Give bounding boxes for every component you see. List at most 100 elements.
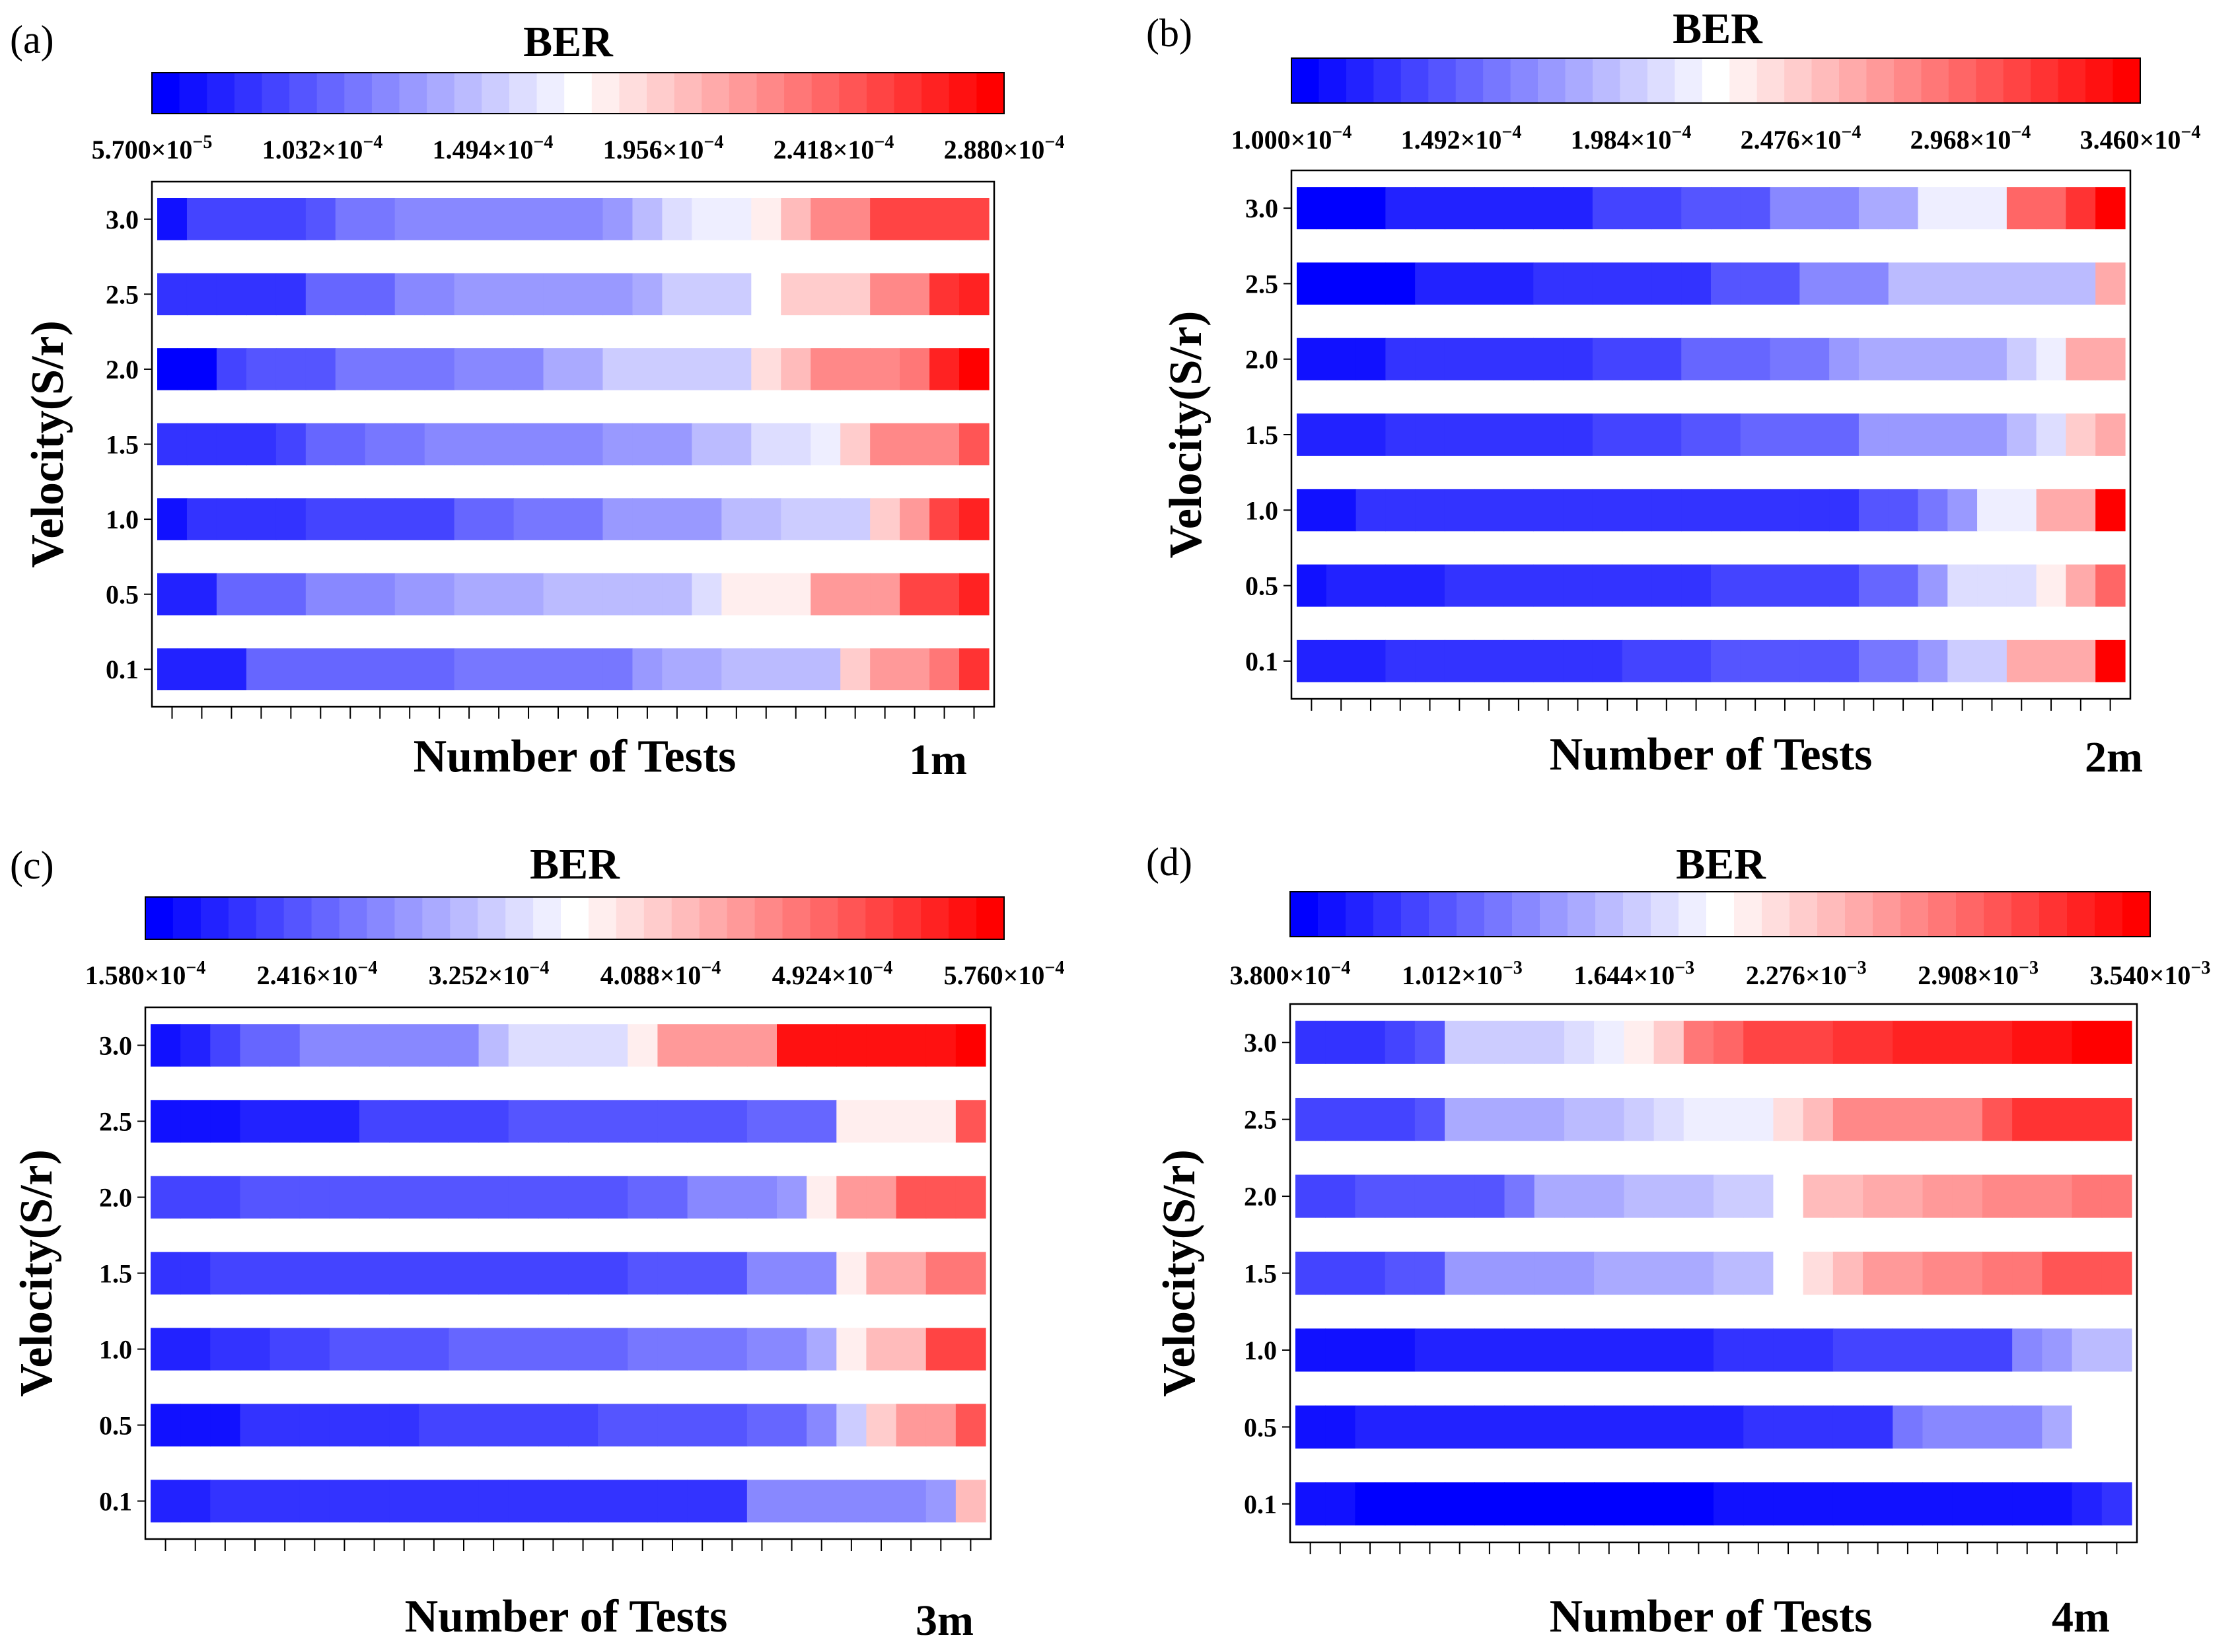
heatmap-cell: [1922, 1328, 1953, 1372]
heatmap-cell: [1624, 1482, 1655, 1526]
heatmap-cell: [180, 1252, 211, 1295]
heatmap-cell: [1295, 1328, 1326, 1372]
plot-frame: [151, 180, 995, 708]
heatmap-cell: [1743, 1098, 1774, 1141]
heatmap-cell: [1651, 187, 1682, 230]
heatmap-cell: [270, 1328, 301, 1371]
colorbar-segment: [756, 73, 785, 114]
heatmap-cell: [1829, 262, 1860, 305]
heatmap-cell: [1503, 564, 1534, 607]
heatmap-cell: [305, 198, 336, 240]
heatmap-cell: [246, 648, 277, 691]
heatmap-cell: [1533, 187, 1564, 230]
heatmap-cell: [1977, 187, 2007, 230]
heatmap-cell: [299, 1100, 330, 1143]
colorbar-tick-label: 5.760×10−4: [944, 958, 1065, 990]
heatmap-cell: [840, 573, 871, 616]
heatmap-cell: [1592, 489, 1623, 532]
colorbar-segment: [1784, 58, 1813, 103]
heatmap-cell: [1564, 1405, 1595, 1449]
heatmap-cell: [538, 1480, 569, 1523]
colorbar-title: BER: [1676, 840, 1766, 888]
heatmap-cell: [1858, 187, 1889, 230]
heatmap-cell: [657, 1176, 688, 1219]
heatmap-cell: [1982, 1174, 2013, 1218]
heatmap-cell: [1326, 338, 1357, 380]
heatmap-cell: [478, 1024, 509, 1067]
colorbar-segment: [1948, 58, 1976, 103]
heatmap-panel: (c) BER 1.580×10−4 2.416×10−4 3.252×10−4 4.08…: [10, 840, 1064, 1645]
heatmap-cell: [1863, 1405, 1893, 1449]
heatmap-cell: [1563, 262, 1593, 305]
heatmap-cell: [419, 1176, 450, 1219]
colorbar-segment: [1319, 58, 1347, 103]
heatmap-cell: [781, 423, 811, 466]
heatmap-cell: [240, 1252, 271, 1295]
heatmap-cell: [1888, 639, 1919, 682]
heatmap-cell: [1533, 338, 1564, 380]
heatmap-cell: [299, 1480, 330, 1523]
heatmap-cell: [1918, 413, 1948, 456]
heatmap-cell: [1952, 1405, 1983, 1449]
colorbar-segment: [1400, 58, 1429, 103]
heatmap-cell: [449, 1328, 480, 1371]
heatmap-cell: [513, 648, 544, 691]
heatmap-cell: [1445, 1405, 1475, 1449]
heatmap-cell: [751, 648, 781, 691]
heatmap-cell: [216, 348, 247, 390]
heatmap-cell: [751, 423, 781, 466]
heatmap-cell: [2095, 564, 2126, 607]
heatmap-cell: [1770, 262, 1800, 305]
heatmap-cell: [478, 1176, 509, 1219]
heatmap-cell: [1952, 1174, 1983, 1218]
heatmap-cell: [2036, 413, 2067, 456]
heatmap-cell: [955, 1480, 986, 1523]
colorbar-segment: [591, 73, 620, 114]
heatmap-cell: [513, 198, 544, 240]
heatmap-cell: [1773, 1251, 1804, 1295]
heatmap-cell: [628, 1176, 659, 1219]
colorbar-segment: [1921, 58, 1949, 103]
heatmap-cell: [419, 1328, 450, 1371]
heatmap-cell: [1681, 564, 1712, 607]
colorbar-segment: [179, 73, 207, 114]
heatmap-cell: [657, 1404, 688, 1447]
heatmap-cell: [1743, 1405, 1774, 1449]
heatmap-cell: [216, 648, 247, 691]
heatmap-cell: [1297, 262, 1327, 305]
colorbar-segment: [1647, 58, 1675, 103]
heatmap-cell: [394, 648, 425, 691]
heatmap-cell: [240, 1024, 271, 1067]
heatmap-cell: [1534, 1174, 1565, 1218]
heatmap-cell: [836, 1100, 867, 1143]
colorbar-segment: [671, 897, 700, 939]
colorbar-tick-label: 3.800×10−4: [1230, 958, 1351, 990]
heatmap-cell: [1803, 1098, 1834, 1141]
heatmap-cell: [1563, 639, 1593, 682]
colorbar-segment: [478, 897, 506, 939]
heatmap-cell: [925, 1480, 957, 1523]
heatmap-cell: [925, 1404, 957, 1447]
y-axis-label: Velocity(S/r): [1161, 311, 1211, 559]
heatmap-cell: [246, 423, 277, 466]
heatmap-cell: [657, 1024, 688, 1067]
heatmap-cell: [1355, 1174, 1386, 1218]
heatmap-cell: [811, 423, 841, 466]
heatmap-cell: [1740, 489, 1771, 532]
heatmap-cell: [1325, 1021, 1356, 1064]
heatmap-cell: [419, 1404, 450, 1447]
heatmap-cell: [866, 1100, 897, 1143]
colorbar-segment: [647, 73, 675, 114]
y-tick-label: 1.5: [99, 1259, 132, 1289]
heatmap-cell: [1922, 1251, 1953, 1295]
heatmap-cell: [1414, 1328, 1445, 1372]
heatmap-cell: [717, 1252, 748, 1295]
heatmap-cell: [2101, 1328, 2132, 1372]
heatmap-cell: [751, 498, 781, 540]
panel-label: (a): [10, 18, 54, 61]
colorbar-segment: [1510, 58, 1538, 103]
heatmap-cell: [454, 648, 485, 691]
heatmap-cell: [151, 1480, 181, 1523]
heatmap-cell: [1893, 1021, 1924, 1064]
colorbar-segment: [256, 897, 285, 939]
